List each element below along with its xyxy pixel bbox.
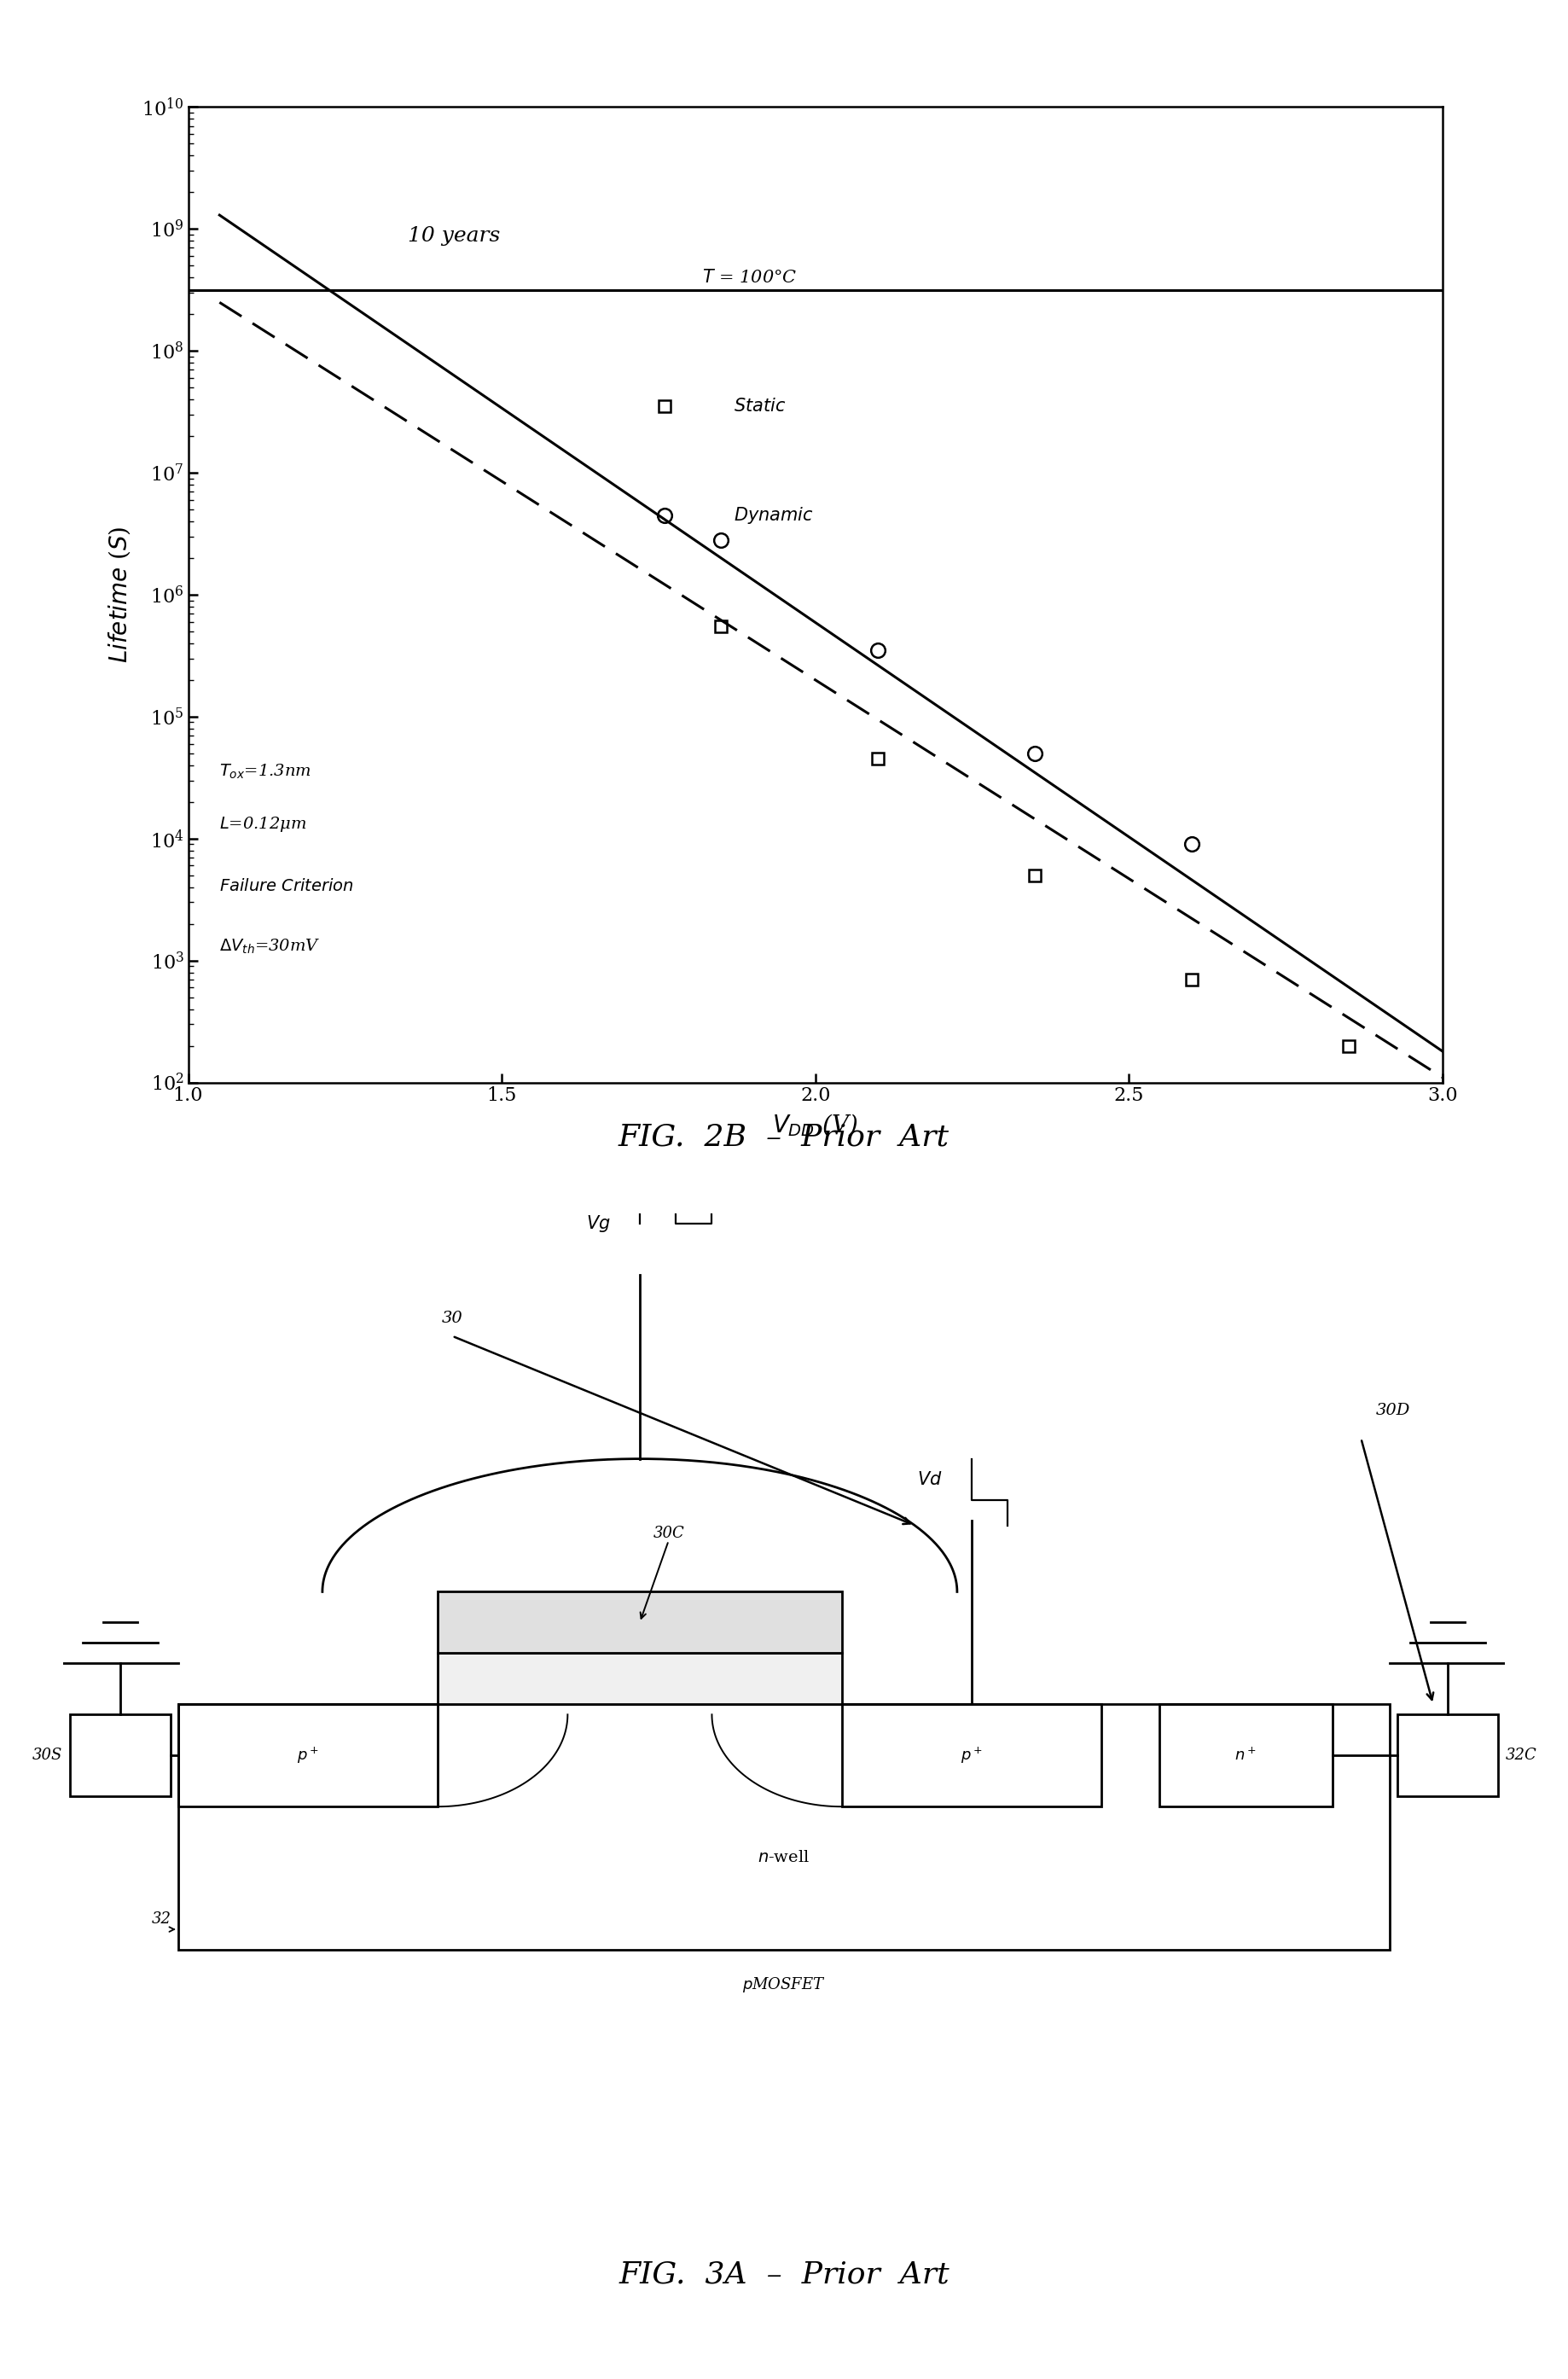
Text: $p^+$: $p^+$ <box>961 1746 983 1765</box>
Text: FIG.  3A  –  Prior  Art: FIG. 3A – Prior Art <box>619 2260 949 2289</box>
X-axis label: $V_{DD}$ (V): $V_{DD}$ (V) <box>773 1113 858 1140</box>
Text: $\it{Static}$: $\it{Static}$ <box>734 397 786 414</box>
Text: FIG.  2B  –  Prior  Art: FIG. 2B – Prior Art <box>618 1123 950 1151</box>
Text: 10 years: 10 years <box>408 226 500 245</box>
Text: 32: 32 <box>151 1910 171 1927</box>
Text: $T$ = 100°C: $T$ = 100°C <box>702 269 798 285</box>
Text: 30: 30 <box>442 1311 463 1325</box>
Text: 30S: 30S <box>33 1749 63 1763</box>
Text: $L$=0.12μm: $L$=0.12μm <box>220 814 307 833</box>
Polygon shape <box>437 1592 842 1653</box>
Text: 30C: 30C <box>652 1525 684 1542</box>
Text: 32C: 32C <box>1505 1749 1537 1763</box>
Text: $T_{ox}$=1.3nm: $T_{ox}$=1.3nm <box>220 761 312 780</box>
Text: $\Delta V_{th}$=30mV: $\Delta V_{th}$=30mV <box>220 937 321 956</box>
Text: $n^+$: $n^+$ <box>1234 1746 1256 1763</box>
Polygon shape <box>437 1653 842 1703</box>
Y-axis label: $\it{Lifetime}$ ($S$): $\it{Lifetime}$ ($S$) <box>107 526 132 664</box>
Text: $p^+$: $p^+$ <box>296 1746 318 1765</box>
Text: $\it{Vg}$: $\it{Vg}$ <box>586 1213 612 1235</box>
Text: $p$MOSFET: $p$MOSFET <box>742 1975 826 1994</box>
Text: $\it{Dynamic}$: $\it{Dynamic}$ <box>734 504 814 526</box>
Text: $\it{n}$-well: $\it{n}$-well <box>757 1851 811 1865</box>
Text: 30D: 30D <box>1375 1404 1410 1418</box>
Text: $\it{Failure\ Criterion}$: $\it{Failure\ Criterion}$ <box>220 878 354 895</box>
Text: $\it{Vd}$: $\it{Vd}$ <box>917 1470 942 1487</box>
